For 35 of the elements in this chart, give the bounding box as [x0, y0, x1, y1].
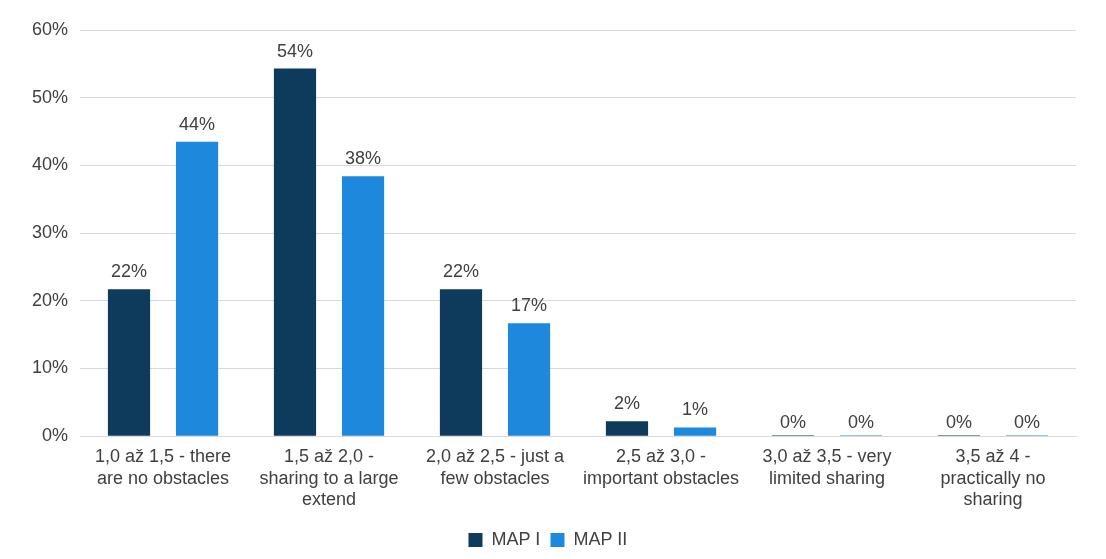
data-label: 44%: [179, 113, 216, 134]
data-label: 38%: [345, 148, 382, 169]
bar: [507, 323, 551, 436]
bar: [341, 176, 385, 436]
y-tick-label: 20%: [32, 289, 69, 310]
bar: [273, 68, 317, 436]
y-tick-label: 30%: [32, 222, 69, 243]
data-label: 1%: [682, 399, 709, 420]
x-tick-label: 1,5 až 2,0 - sharing to a large extend: [259, 445, 399, 510]
y-tick-label: 40%: [32, 154, 69, 175]
y-tick-label: 50%: [32, 86, 69, 107]
data-label: 0%: [1014, 412, 1041, 433]
bar: [439, 289, 483, 436]
data-label: 2%: [613, 393, 640, 414]
data-label: 0%: [848, 412, 875, 433]
x-tick-label: 3,0 až 3,5 - very limited sharing: [762, 445, 892, 488]
y-tick-label: 10%: [32, 357, 69, 378]
x-tick-label: 2,5 až 3,0 - important obstacles: [582, 445, 740, 488]
y-tick-label: 60%: [32, 18, 69, 39]
data-label: 0%: [945, 412, 972, 433]
x-tick-label: 3,5 až 4 - practically no sharing: [940, 445, 1046, 510]
data-label: 22%: [442, 261, 479, 282]
data-label: 22%: [110, 261, 148, 282]
data-label: 54%: [276, 40, 314, 61]
legend-label: MAP I: [491, 528, 541, 549]
bar: [175, 141, 219, 436]
y-tick-label: 0%: [42, 425, 69, 446]
bar: [107, 289, 151, 436]
bar: [605, 421, 649, 436]
bar: [673, 427, 717, 436]
data-label: 0%: [779, 412, 806, 433]
x-tick-label: 1,0 až 1,5 - there are no obstacles: [94, 445, 232, 488]
x-tick-label: 2,0 až 2,5 - just a few obstacles: [425, 445, 566, 488]
legend-label: MAP II: [573, 528, 628, 549]
data-label: 17%: [511, 295, 548, 316]
